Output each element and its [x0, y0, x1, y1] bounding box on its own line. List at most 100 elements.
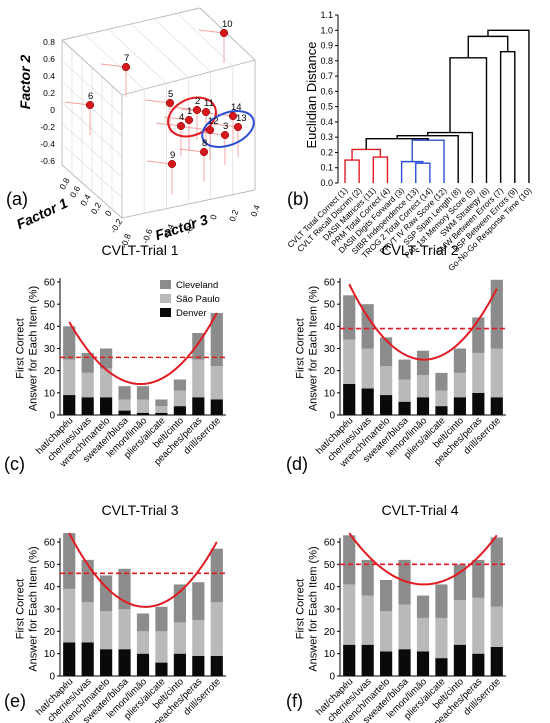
cube-wireframe [61, 7, 256, 219]
fit-curve [68, 532, 218, 608]
fit-curve [348, 532, 498, 586]
legend-swatch [160, 308, 171, 317]
y-tick-label: 20 [324, 366, 336, 377]
factor-2-tick: -0.2 [40, 122, 55, 132]
bar-segment [210, 602, 223, 656]
panel-label: (d) [286, 454, 308, 474]
bar-segment [472, 559, 485, 598]
y-tick-label: 10 [324, 649, 336, 660]
panel-b-dendrogram: 0.0 0.1 0.2 0.3 0.4 0.5 0.6 0.7 0.8 0.9 1.0 1.1 CVL… [286, 10, 534, 273]
bar-segment [155, 412, 168, 415]
bar-segment [118, 399, 131, 411]
bar-segment [361, 559, 374, 596]
y-tick-label: 1.0 [320, 25, 333, 35]
chart-title: CVLT-Trial 3 [101, 502, 178, 518]
bar-segment [155, 399, 168, 407]
y-tick-label: 20 [44, 627, 56, 638]
bar-segment [343, 644, 356, 676]
panel-label: (c) [4, 454, 25, 474]
bar-segment [361, 595, 374, 645]
bar-segment [155, 406, 168, 413]
y-tick-label: 40 [324, 582, 336, 593]
y-axis-label-line: Answer for Each Item (%) [28, 546, 40, 671]
bar-segment [173, 406, 186, 415]
y-tick-label: 0.7 [320, 71, 333, 81]
bar-segment [490, 537, 503, 607]
point-label: 2 [195, 96, 200, 107]
grid-line [176, 13, 234, 67]
factor-3-tick: -0.2 [183, 218, 197, 235]
bar-segment [472, 352, 485, 393]
bar-segment [81, 642, 94, 676]
bar-panel: CVLT-Trial 1 First CorrectAnswer for Each… [4, 242, 228, 474]
bar-segment [435, 390, 448, 407]
factor-3-tick: -0.8 [118, 232, 132, 249]
y-tick-label: 40 [324, 322, 336, 333]
bar-segment [343, 535, 356, 585]
y-tick-label: 0.5 [320, 102, 333, 112]
bar-segment [435, 406, 448, 415]
point-label: 13 [236, 113, 247, 124]
y-axis-label: First CorrectAnswer for Each Item (%) [294, 286, 319, 411]
bar-segment [100, 611, 113, 650]
bar-segment [343, 295, 356, 340]
bar-segment [490, 279, 503, 349]
bar-segment [63, 395, 76, 415]
bar-segment [173, 653, 186, 676]
dendrogram-link [487, 29, 530, 183]
factor-2-tick: 0 [50, 105, 55, 115]
bar-panel: CVLT-Trial 2 First CorrectAnswer for Each… [286, 242, 508, 474]
y-tick-label: 40 [44, 582, 56, 593]
chart-title: CVLT-Trial 4 [381, 502, 458, 518]
drop-line [144, 99, 171, 104]
scatter-point [85, 100, 95, 110]
y-tick-label: 0.4 [320, 117, 333, 127]
bar-segment [210, 655, 223, 676]
bar-segment [380, 579, 393, 612]
factor-3-tick: 0 [208, 213, 219, 221]
bar-segment [100, 575, 113, 612]
factor-1-tick: 0.6 [68, 184, 83, 199]
bar-segment [416, 350, 430, 376]
bar-segment [490, 646, 503, 676]
blue-cluster-ellipse [201, 110, 255, 148]
y-axis-label-line: Answer for Each Item (%) [28, 286, 40, 411]
drop-line [64, 101, 91, 106]
y-tick-label: 60 [324, 538, 336, 549]
y-tick-label: 50 [324, 560, 336, 571]
bar-segment [155, 662, 168, 676]
y-axis-label-line: Answer for Each Item (%) [308, 286, 320, 411]
bar-segment [63, 588, 76, 643]
bar-segment [435, 617, 448, 659]
bar-segment [192, 655, 205, 676]
bar-panel: CVLT-Trial 3 First CorrectAnswer for Each… [4, 502, 228, 723]
bar-segment [361, 644, 374, 676]
factor-2-tick: 0.6 [43, 54, 55, 64]
y-tick-label: 0.2 [320, 147, 333, 157]
dendrogram-leaf-labels: CVLT Total Correct (1)CVLT Recall Discri… [286, 186, 534, 273]
y-tick-label: 30 [44, 605, 56, 616]
scatter-point [184, 115, 194, 125]
bar-segment [136, 386, 150, 400]
bar-segment [136, 631, 150, 654]
factor-1-tick: 0.4 [78, 192, 93, 207]
panel-a-3d-scatter: 0.80.60.40.20-0.2-0.4-0.60.80.60.40.2 0-0… [6, 7, 262, 249]
scatter-point [199, 147, 209, 157]
bar-segment [192, 582, 205, 621]
bar-segment [155, 606, 168, 632]
bar-segment [453, 372, 466, 398]
y-tick-label: 60 [324, 278, 336, 289]
bar-segment [136, 399, 150, 413]
dendrogram-link [372, 156, 389, 183]
bar-segment [361, 304, 374, 349]
drop-line [171, 106, 198, 111]
y-tick-label: 30 [324, 344, 336, 355]
dendrogram-link [415, 162, 431, 183]
scatter-point [165, 98, 175, 108]
bar-segment [435, 372, 448, 391]
y-axis-label-line: Answer for Each Item (%) [308, 546, 320, 671]
factor-3-tick: -0.4 [161, 222, 175, 239]
point-label: 14 [231, 102, 242, 113]
